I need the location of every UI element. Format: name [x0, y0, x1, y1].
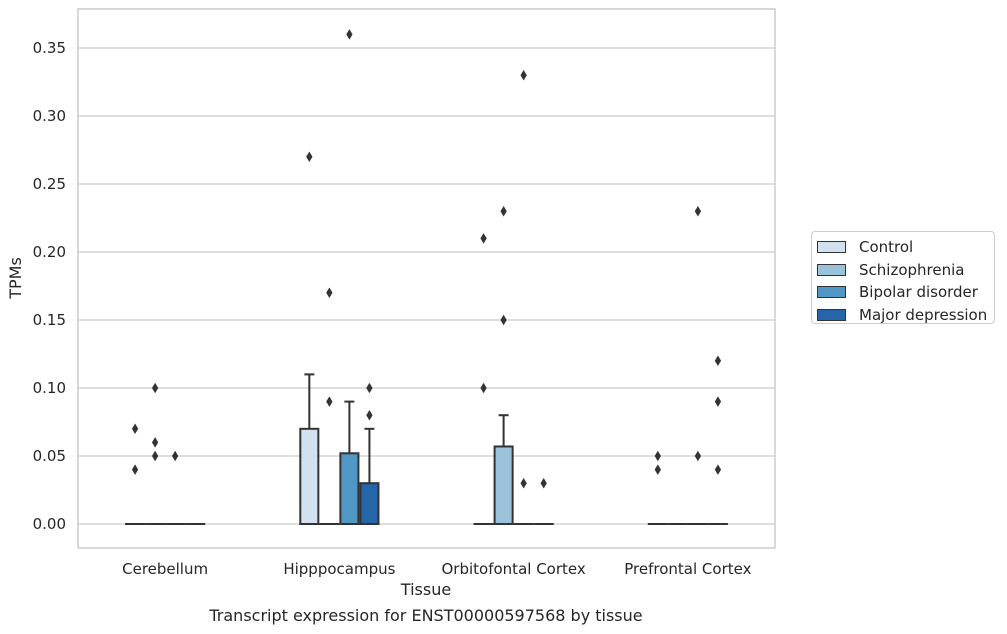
- outlier-point: [520, 477, 527, 489]
- outlier-point: [366, 382, 373, 394]
- outlier-point: [346, 29, 353, 40]
- outlier-point: [326, 396, 333, 407]
- outlier-point: [714, 355, 722, 367]
- outlier-point: [500, 205, 507, 217]
- box: [493, 445, 514, 526]
- y-tick-label: 0.20: [33, 243, 66, 261]
- legend-label: Bipolar disorder: [859, 283, 978, 302]
- x-tick-labels: Cerebellum Hipppocampus Orbitofontal Corte…: [122, 560, 751, 578]
- outlier-point: [654, 450, 661, 462]
- plot-area-frame: [77, 8, 776, 549]
- outlier-point: [540, 477, 547, 489]
- outlier-point: [480, 382, 487, 394]
- y-tick-label: 0.05: [33, 447, 66, 465]
- x-tick-label: Hipppocampus: [283, 560, 395, 578]
- y-tick-label: 0.25: [33, 175, 66, 193]
- series-schizophrenia: [145, 205, 688, 526]
- legend-item: Schizophrenia: [817, 259, 994, 282]
- series-bipolar-disorder: [165, 29, 708, 525]
- outlier-point: [366, 409, 373, 421]
- legend-item: Bipolar disorder: [817, 281, 994, 304]
- outlier-point: [520, 69, 527, 81]
- outlier-point: [306, 151, 313, 163]
- outlier-point: [714, 464, 722, 475]
- y-tick-labels: 0.00 0.05 0.10 0.15 0.20 0.25 0.30 0.35: [33, 39, 66, 533]
- y-tick-label: 0.15: [33, 311, 66, 329]
- outlier-point: [654, 464, 661, 475]
- figure-caption: Transcript expression for ENST0000059756…: [209, 606, 643, 625]
- box: [359, 482, 380, 526]
- legend-swatch: [817, 308, 846, 321]
- series-control: [125, 151, 668, 525]
- box: [339, 452, 360, 525]
- series-major-depression: [185, 355, 728, 526]
- box-series: [125, 29, 728, 526]
- legend-label: Schizophrenia: [859, 260, 965, 279]
- legend-swatch: [817, 263, 846, 276]
- legend-item: Control: [817, 236, 994, 259]
- legend-swatch: [817, 241, 846, 254]
- y-tick-label: 0.00: [33, 515, 66, 533]
- y-tick-label: 0.35: [33, 39, 66, 57]
- outlier-point: [694, 205, 702, 217]
- outlier-point: [714, 396, 722, 407]
- legend-item: Major depression: [817, 304, 994, 327]
- legend-label: Control: [859, 238, 914, 257]
- outlier-point: [131, 423, 139, 435]
- x-tick-label: Prefrontal Cortex: [624, 560, 751, 578]
- outlier-point: [480, 233, 487, 244]
- y-tick-label: 0.10: [33, 379, 66, 397]
- outlier-point: [694, 450, 702, 462]
- outlier-point: [326, 287, 333, 299]
- outlier-point: [500, 314, 507, 326]
- legend: Control Schizophrenia Bipolar disorder Majo…: [811, 231, 995, 324]
- legend-label: Major depression: [859, 305, 988, 324]
- x-tick-label: Orbitofontal Cortex: [442, 560, 586, 578]
- y-axis-label: TPMs: [6, 257, 25, 300]
- legend-swatch: [817, 286, 846, 299]
- outlier-point: [171, 450, 179, 462]
- x-axis-label: Tissue: [400, 580, 451, 599]
- outlier-point: [131, 464, 139, 475]
- x-tick-label: Cerebellum: [122, 560, 208, 578]
- outlier-point: [151, 382, 159, 394]
- y-tick-label: 0.30: [33, 107, 66, 125]
- y-gridlines: [78, 47, 775, 525]
- box: [299, 427, 320, 525]
- outlier-point: [151, 437, 159, 448]
- outlier-point: [151, 450, 159, 462]
